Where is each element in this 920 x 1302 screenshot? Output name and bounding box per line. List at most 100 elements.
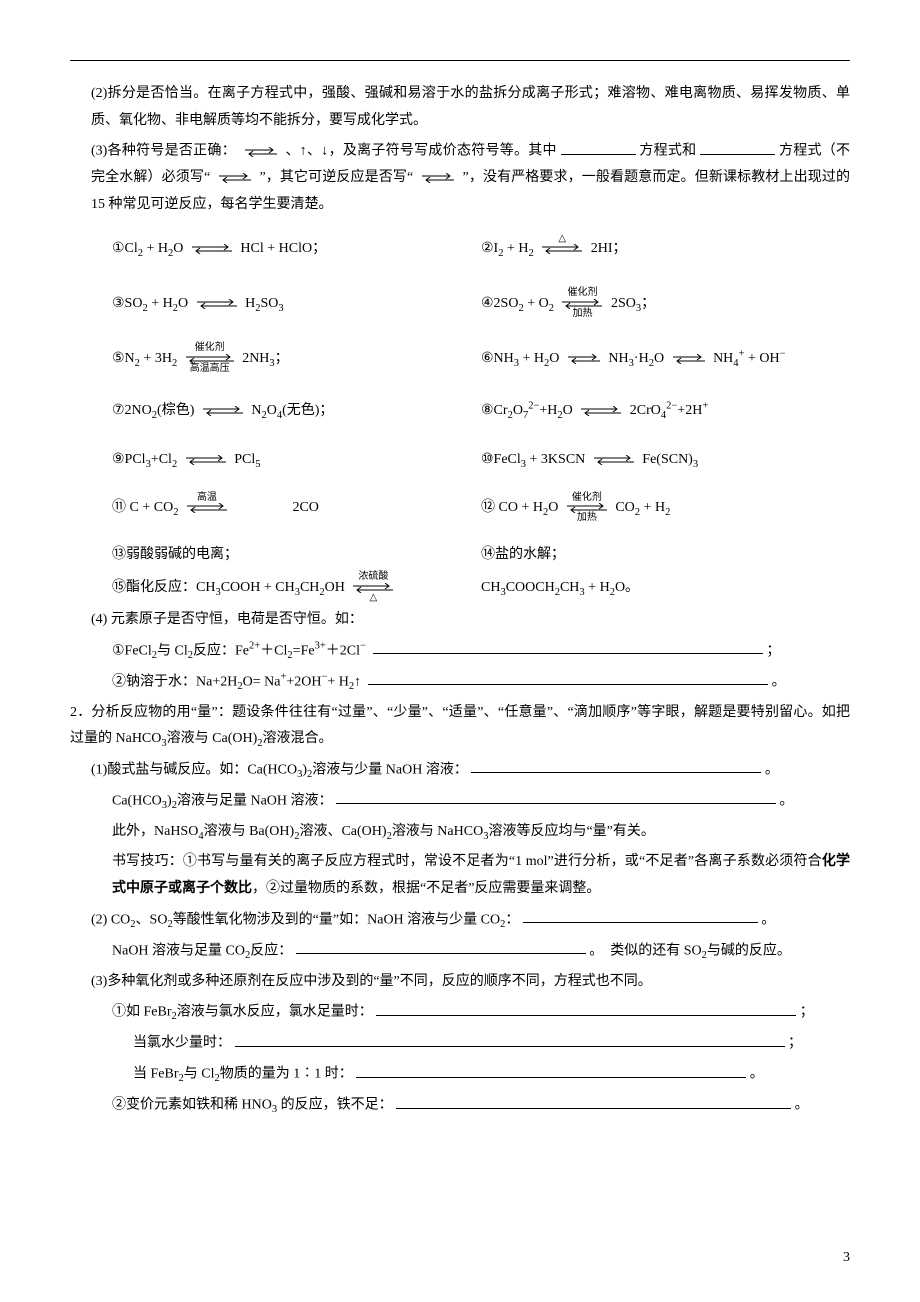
blank <box>471 757 761 773</box>
t: 与 Cl <box>184 1067 215 1082</box>
cond: 催化剂 <box>560 288 604 299</box>
eq-row-2: ③SO2 + H2O H2SO3 ④2SO2 + O2 催化剂加热 2SO3； <box>70 291 850 318</box>
t: ⑦2NO <box>112 403 152 418</box>
t: 溶液与氯水反应，氯水足量时： <box>177 1005 373 1020</box>
t: 2CO <box>292 500 318 515</box>
cond: 高温 <box>185 493 229 504</box>
t: 。 <box>772 674 786 689</box>
t: ↑ <box>354 674 361 689</box>
section-2-1: (1)酸式盐与碱反应。如：Ca(HCO3)2溶液与少量 NaOH 溶液： 。 <box>70 757 850 784</box>
equilibrium-arrow-icon <box>566 354 602 364</box>
eq-row-1: ①Cl2 + H2O HCl + HClO； ②I2 + H2 △ 2HI； <box>70 236 850 263</box>
section-2-1d: 书写技巧：①书写与量有关的离子反应方程式时，常设不足者为“1 mol”进行分析，… <box>70 849 850 902</box>
eq-7: ⑦2NO2(棕色) N2O4(无色)； <box>112 398 481 425</box>
equilibrium-arrow-icon <box>243 147 279 157</box>
eq-row-3: ⑤N2 + 3H2 催化剂高温高压 2NH3； ⑥NH3 + H2O NH3·H… <box>70 346 850 373</box>
t: 书写技巧：①书写与量有关的离子反应方程式时，常设不足者为“1 mol”进行分析，… <box>112 854 822 869</box>
t: ； <box>641 296 655 311</box>
t: 物质的量为 1∶1 时： <box>220 1067 353 1082</box>
equilibrium-arrow-icon <box>184 455 228 465</box>
eq-15b: CH3COOCH2CH3 + H2O。 <box>481 575 850 602</box>
text: 方程式和 <box>639 144 696 159</box>
t: ②钠溶于水：Na+2H <box>112 674 237 689</box>
t: ⑤N <box>112 351 135 366</box>
t: ： <box>505 912 519 927</box>
t: 。 <box>750 1067 764 1082</box>
equilibrium-arrow-icon: 浓硫酸△ <box>351 583 395 593</box>
t: ＋2Cl <box>326 643 360 658</box>
t: O <box>173 241 183 256</box>
t: O。 <box>615 580 639 595</box>
t: NH <box>713 351 733 366</box>
t: 等酸性氧化物涉及到的“量”如：NaOH 溶液与少量 CO <box>173 912 500 927</box>
t: + H <box>519 351 544 366</box>
section-2-2: (2) CO2、SO2等酸性氧化物涉及到的“量”如：NaOH 溶液与少量 CO2… <box>70 907 850 934</box>
t: + H <box>148 296 173 311</box>
t: 溶液与 NaHCO <box>392 824 483 839</box>
eq-row-5: ⑨PCl3+Cl2 PCl5 ⑩FeCl3 + 3KSCN Fe(SCN)3 <box>70 447 850 474</box>
blank <box>356 1061 746 1077</box>
cond: 加热 <box>560 309 604 320</box>
t: 2HI； <box>591 241 627 256</box>
cond: 浓硫酸 <box>351 572 395 583</box>
section-2-3-1b: 当氯水少量时： ； <box>70 1030 850 1057</box>
eq-8: ⑧Cr2O72−+H2O 2CrO42−+2H+ <box>481 398 850 425</box>
t: 当氯水少量时： <box>133 1036 231 1051</box>
t: +Cl <box>151 452 172 467</box>
t: 2NH <box>242 351 269 366</box>
t: ③SO <box>112 296 142 311</box>
t: 2CrO <box>630 403 661 418</box>
t: CH <box>300 580 319 595</box>
section-2: 2．分析反应物的用“量”：题设条件往往有“过量”、“少量”、“适量”、“任意量”… <box>70 700 850 753</box>
t: + H <box>327 674 349 689</box>
t: 当 FeBr <box>133 1067 179 1082</box>
eq-9: ⑨PCl3+Cl2 PCl5 <box>112 447 481 474</box>
t: 。 <box>795 1098 809 1113</box>
t: (无色)； <box>282 403 333 418</box>
eq-11: ⑪ C + CO2 高温 2CO <box>112 495 481 522</box>
t: Fe(SCN) <box>642 452 693 467</box>
t: ，②过量物质的系数，根据“不足者”反应需要量来调整。 <box>252 881 600 896</box>
equilibrium-arrow-icon <box>420 173 456 183</box>
page-number: 3 <box>843 1245 850 1272</box>
section-2-3: (3)多种氧化剂或多种还原剂在反应中涉及到的“量”不同，反应的顺序不同，方程式也… <box>70 969 850 996</box>
t: PCl <box>234 452 255 467</box>
t: + H <box>640 500 665 515</box>
t: + OH <box>744 351 779 366</box>
t: ①如 FeBr <box>112 1005 172 1020</box>
t: ⑨PCl <box>112 452 146 467</box>
t: 与 Cl <box>157 643 188 658</box>
t: ①FeCl <box>112 643 152 658</box>
equilibrium-arrow-icon: 催化剂加热 <box>560 299 604 309</box>
t: 溶液与 Ca(OH) <box>167 731 258 746</box>
eq-4: ④2SO2 + O2 催化剂加热 2SO3； <box>481 291 850 318</box>
t: SO <box>260 296 278 311</box>
blank <box>376 999 796 1015</box>
t: (棕色) <box>157 403 194 418</box>
text: ”，其它可逆反应是否写“ <box>259 170 413 185</box>
section-2-1b: Ca(HCO3)2溶液与足量 NaOH 溶液： 。 <box>70 788 850 815</box>
para-4-2: ②钠溶于水：Na+2H2O= Na++2OH−+ H2↑ 。 <box>70 669 850 696</box>
t: =Fe <box>293 643 315 658</box>
t: ⑧Cr <box>481 403 508 418</box>
blank <box>700 138 775 154</box>
t: + O <box>524 296 549 311</box>
cond: 催化剂 <box>565 493 609 504</box>
equilibrium-arrow-icon: 催化剂高温高压 <box>184 354 236 364</box>
eq-1: ①Cl2 + H2O HCl + HClO； <box>112 236 481 263</box>
t: 。 类似的还有 SO <box>589 943 701 958</box>
equilibrium-arrow-icon <box>190 244 234 254</box>
t: (4) 元素原子是否守恒，电荷是否守恒。如： <box>91 612 363 627</box>
t: ⑩FeCl <box>481 452 521 467</box>
eq-3: ③SO2 + H2O H2SO3 <box>112 291 481 318</box>
t: ·H <box>634 351 649 366</box>
cond: 高温高压 <box>184 364 236 375</box>
t: ②I <box>481 241 498 256</box>
eq-12: ⑫ CO + H2O 催化剂加热 CO2 + H2 <box>481 495 850 522</box>
t: (3)多种氧化剂或多种还原剂在反应中涉及到的“量”不同，反应的顺序不同，方程式也… <box>91 974 652 989</box>
t: H <box>245 296 255 311</box>
eq-13: ⑬弱酸弱碱的电离； <box>112 542 481 569</box>
t: 溶液等反应均与“量”有关。 <box>488 824 654 839</box>
t: ⑥NH <box>481 351 514 366</box>
blank <box>561 138 636 154</box>
